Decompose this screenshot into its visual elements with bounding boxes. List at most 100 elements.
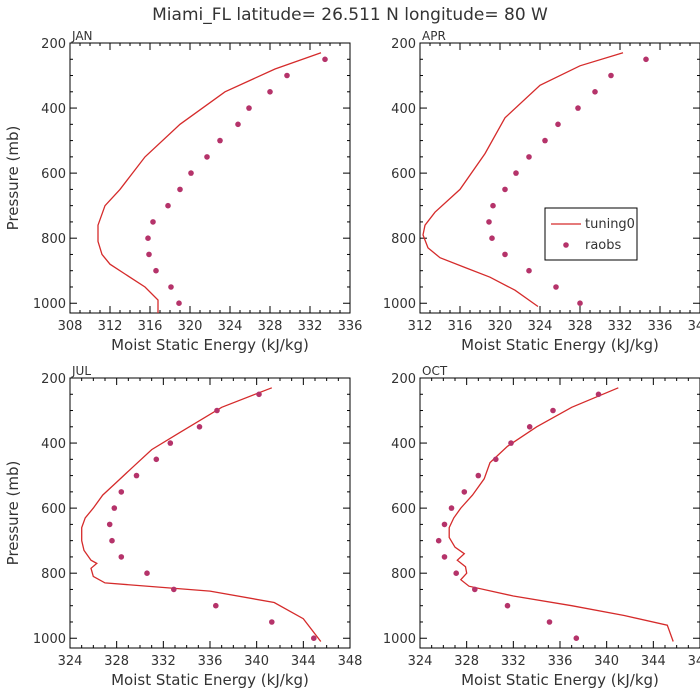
raobs-point — [167, 440, 174, 446]
legend-point-swatch — [563, 242, 569, 248]
y-tick-label: 800 — [41, 567, 66, 582]
legend-label-obs: raobs — [585, 238, 622, 253]
model-line-tuning0 — [97, 52, 322, 313]
raobs-point — [214, 407, 220, 414]
y-tick-label: 200 — [41, 37, 66, 52]
raobs-point — [153, 267, 159, 274]
legend-label-model: tuning0 — [585, 217, 635, 232]
raobs-point — [322, 56, 328, 63]
raobs-point — [106, 521, 113, 528]
y-tick-label: 800 — [41, 232, 66, 247]
raobs-point — [133, 472, 140, 479]
raobs-point — [546, 619, 553, 625]
x-tick-label: 328 — [568, 319, 593, 334]
y-tick-label: 800 — [391, 232, 416, 247]
x-tick-label: 332 — [501, 654, 526, 669]
raobs-point — [575, 105, 581, 111]
x-tick-label: 328 — [454, 654, 479, 669]
raobs-point — [246, 105, 252, 111]
y-tick-label: 200 — [41, 372, 66, 387]
y-tick-label: 600 — [41, 502, 66, 517]
raobs-point — [508, 440, 514, 446]
x-tick-label: 340 — [688, 319, 700, 334]
y-tick-label: 600 — [391, 502, 416, 517]
x-tick-label: 308 — [58, 319, 83, 334]
x-axis-label: Moist Static Energy (kJ/kg) — [111, 671, 309, 689]
x-tick-label: 340 — [594, 654, 619, 669]
plot-frame — [69, 377, 351, 649]
panel-jul: JUL 324 328 332 336 340 344 348 200 400 600 800 1000… — [4, 364, 362, 689]
raobs-point — [493, 456, 499, 463]
y-axis-label: Pressure (mb) — [4, 126, 22, 231]
y-tick-label: 600 — [391, 167, 416, 182]
raobs-point — [502, 251, 508, 258]
raobs-point — [513, 170, 519, 176]
raobs-point — [504, 602, 511, 609]
plot-frame — [69, 42, 351, 314]
y-tick-label: 400 — [41, 102, 66, 117]
raobs-point — [165, 202, 171, 209]
panel-oct: OCT 324 328 332 336 340 344 348 200 400 600 800 1000… — [383, 364, 700, 689]
y-axis-label: Pressure (mb) — [4, 461, 22, 566]
raobs-point — [213, 602, 219, 609]
plot-frame — [419, 42, 700, 314]
raobs-point — [188, 170, 194, 176]
legend: tuning0 raobs — [544, 207, 638, 261]
x-tick-label: 324 — [408, 654, 433, 669]
x-tick-label: 336 — [548, 654, 573, 669]
raobs-point — [177, 186, 183, 193]
x-tick-label: 336 — [648, 319, 673, 334]
y-tick-label: 1000 — [33, 297, 66, 312]
x-tick-label: 332 — [298, 319, 323, 334]
y-tick-label: 400 — [391, 437, 416, 452]
raobs-point — [489, 235, 495, 241]
plot-frame — [419, 377, 700, 649]
figure-title: Miami_FL latitude= 26.511 N longitude= 8… — [152, 5, 548, 25]
x-tick-label: 348 — [338, 654, 363, 669]
raobs-point — [171, 586, 177, 593]
raobs-point — [153, 456, 160, 463]
panel-title: APR — [422, 29, 446, 43]
raobs-point — [448, 505, 455, 511]
x-tick-label: 348 — [688, 654, 700, 669]
y-tick-label: 1000 — [383, 632, 416, 647]
raobs-point — [267, 89, 273, 95]
raobs-point — [235, 121, 241, 128]
legend-box — [544, 207, 638, 261]
raobs-point — [145, 235, 151, 241]
raobs-point — [475, 472, 482, 479]
raobs-point — [486, 219, 492, 225]
y-tick-label: 800 — [391, 567, 416, 582]
raobs-point — [176, 300, 182, 307]
raobs-point — [595, 391, 602, 398]
panel-apr: APR 312 316 320 324 328 332 336 340 200 400 600 800 1… — [383, 29, 700, 354]
raobs-point — [146, 251, 152, 258]
raobs-point — [441, 521, 448, 528]
raobs-point — [553, 284, 559, 290]
x-tick-label: 328 — [104, 654, 129, 669]
raobs-point — [550, 407, 556, 414]
panel-title: JAN — [71, 29, 93, 43]
x-tick-label: 336 — [198, 654, 223, 669]
raobs-point — [109, 537, 115, 544]
model-line-tuning0 — [422, 52, 624, 308]
x-tick-label: 336 — [338, 319, 363, 334]
raobs-point — [608, 72, 614, 79]
x-tick-label: 320 — [178, 319, 203, 334]
x-tick-label: 344 — [641, 654, 666, 669]
y-tick-label: 400 — [41, 437, 66, 452]
raobs-point — [453, 570, 460, 576]
raobs-point — [111, 505, 118, 511]
y-tick-label: 600 — [41, 167, 66, 182]
x-tick-label: 316 — [448, 319, 473, 334]
raobs-point — [256, 391, 262, 398]
y-tick-label: 200 — [391, 372, 416, 387]
raobs-point — [168, 284, 174, 290]
raobs-point — [441, 554, 448, 560]
raobs-point — [144, 570, 150, 576]
model-line-tuning0 — [448, 387, 674, 642]
x-axis-label: Moist Static Energy (kJ/kg) — [461, 336, 659, 354]
x-tick-label: 324 — [58, 654, 83, 669]
panel-jan: JAN 308 312 316 320 324 328 332 336 200 400 600 800 1… — [4, 29, 362, 354]
